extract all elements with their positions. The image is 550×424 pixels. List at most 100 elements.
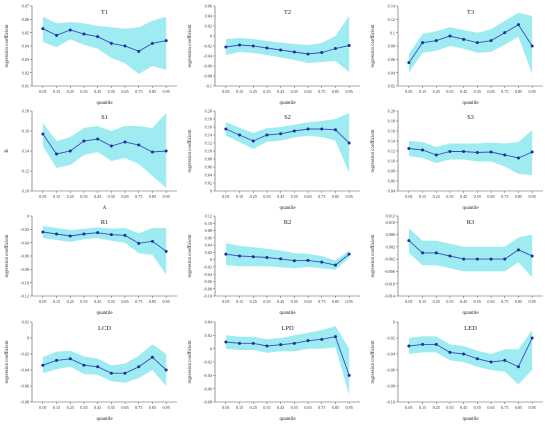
x-tick-label: 0.75 xyxy=(318,405,325,410)
y-tick-label: -0.12 xyxy=(20,294,29,299)
data-point xyxy=(109,144,113,148)
chart-panel: -0.10 -0.08 -0.06 -0.04 -0.02 0 0.05 0.15 0.25 0.… xyxy=(371,320,543,422)
data-point xyxy=(55,232,59,236)
x-tick-label: 0.75 xyxy=(135,405,142,410)
y-tick-label: -0.08 xyxy=(203,400,212,405)
x-tick-label: 0.35 xyxy=(80,89,87,94)
confidence-band xyxy=(225,326,350,396)
x-tick-label: 0.35 xyxy=(80,405,87,410)
confidence-band xyxy=(408,228,533,278)
confidence-band xyxy=(42,344,167,386)
data-point xyxy=(82,363,86,367)
y-tick-label: 0.02 xyxy=(22,320,29,325)
confidence-band xyxy=(42,16,167,74)
data-point xyxy=(306,339,310,343)
data-point xyxy=(530,150,534,154)
x-tick-label: 0.55 xyxy=(291,299,298,304)
x-tick-label: 0.45 xyxy=(277,405,284,410)
data-point xyxy=(421,41,425,45)
data-point xyxy=(347,373,351,377)
data-point xyxy=(320,127,324,131)
data-point xyxy=(41,230,45,234)
x-tick-label: 0.15 xyxy=(53,405,60,410)
data-point xyxy=(279,257,283,261)
y-axis-label: regression coefficient xyxy=(188,129,193,173)
x-tick-label: 0.95 xyxy=(162,299,169,304)
x-tick-label: 0.85 xyxy=(515,299,522,304)
y-axis-label: regression coefficient xyxy=(188,340,193,384)
data-point xyxy=(292,129,296,133)
data-point xyxy=(123,140,127,144)
x-tick-label: 0.75 xyxy=(318,299,325,304)
data-point xyxy=(96,365,100,369)
chart-panel: 0 0.02 0.04 0.06 0.08 0.10 0.12 0.14 0.16 0.18 0.2… xyxy=(188,109,360,211)
x-tick-label: 0.15 xyxy=(53,194,60,199)
x-tick-label: 0.55 xyxy=(291,405,298,410)
data-point xyxy=(434,153,438,157)
y-tick-label: 0.02 xyxy=(205,250,212,255)
series-line xyxy=(408,148,533,159)
y-tick-label: 0.10 xyxy=(205,149,212,154)
x-tick-label: 0.15 xyxy=(53,299,60,304)
y-tick-label: -0.08 xyxy=(386,384,395,389)
x-tick-label: 0.45 xyxy=(277,194,284,199)
data-point xyxy=(333,47,337,50)
x-tick-label: 0.95 xyxy=(345,194,352,199)
confidence-band xyxy=(225,113,350,173)
data-point xyxy=(530,254,534,258)
x-tick-label: 0.25 xyxy=(67,89,74,94)
y-tick-label: 0.1 xyxy=(390,30,395,35)
x-axis-label: quantile xyxy=(279,417,296,422)
x-tick-label: 0.45 xyxy=(460,89,467,94)
y-tick-label: -0.10 xyxy=(203,294,212,299)
x-tick-label: 0.75 xyxy=(501,299,508,304)
y-tick-label: -0.04 xyxy=(20,368,30,373)
x-tick-label: 0.85 xyxy=(332,299,339,304)
y-tick-label: 0.20 xyxy=(388,109,395,114)
x-tick-label: 0.15 xyxy=(236,89,243,94)
y-tick-label: 0.14 xyxy=(22,149,30,154)
data-point xyxy=(489,257,493,261)
x-tick-label: 0.95 xyxy=(345,405,352,410)
y-tick-label: -0.02 xyxy=(20,227,29,232)
data-point xyxy=(164,149,168,153)
y-tick-label: 0 xyxy=(27,214,29,219)
chart-panel: -0.08 -0.06 -0.04 -0.02 0 0.02 0.04 0.05 0.15 0.2… xyxy=(188,320,360,422)
x-axis-label: quantile xyxy=(462,101,479,106)
data-point xyxy=(475,41,479,45)
panel-title: S1 xyxy=(101,114,108,121)
x-axis-label: quantile xyxy=(96,101,113,106)
x-tick-label: 0.55 xyxy=(108,89,115,94)
y-tick-label: -0.04 xyxy=(203,272,213,277)
series-line xyxy=(225,44,350,55)
y-tick-label: -0.06 xyxy=(20,384,29,389)
y-tick-label: -0.02 xyxy=(203,44,212,49)
y-axis-label: B xyxy=(5,149,10,153)
y-tick-label: 0.012 xyxy=(386,214,395,219)
x-tick-label: 0.75 xyxy=(318,89,325,94)
y-tick-label: 0.05 xyxy=(22,30,29,35)
chart-panel: 0.01 0.02 0.03 0.04 0.05 0.06 0.07 0.05 0.15 0.25… xyxy=(5,4,177,106)
data-point xyxy=(448,34,452,38)
data-point xyxy=(503,257,507,261)
chart-panel: 0.04 0.06 0.08 0.10 0.12 0.14 0.16 0.18 0.20 0.05… xyxy=(371,109,543,211)
data-point xyxy=(238,133,242,137)
y-tick-label: 0.12 xyxy=(388,17,395,22)
data-point xyxy=(320,51,324,54)
x-tick-label: 0.15 xyxy=(419,405,426,410)
x-tick-label: 0.05 xyxy=(39,89,46,94)
data-point xyxy=(137,365,141,369)
x-tick-label: 0.05 xyxy=(222,405,229,410)
data-point xyxy=(251,44,255,48)
y-tick-label: 0.04 xyxy=(388,189,396,194)
x-tick-label: 0.05 xyxy=(222,194,229,199)
panel-title: LED xyxy=(464,325,477,332)
x-tick-label: 0.65 xyxy=(487,405,494,410)
x-tick-label: 0.45 xyxy=(460,299,467,304)
y-tick-label: 0.03 xyxy=(22,57,29,62)
x-tick-label: 0.45 xyxy=(277,89,284,94)
x-axis-label: quantile xyxy=(96,311,113,316)
data-point xyxy=(475,357,479,361)
data-point xyxy=(150,150,154,154)
x-tick-label: 0.35 xyxy=(80,299,87,304)
